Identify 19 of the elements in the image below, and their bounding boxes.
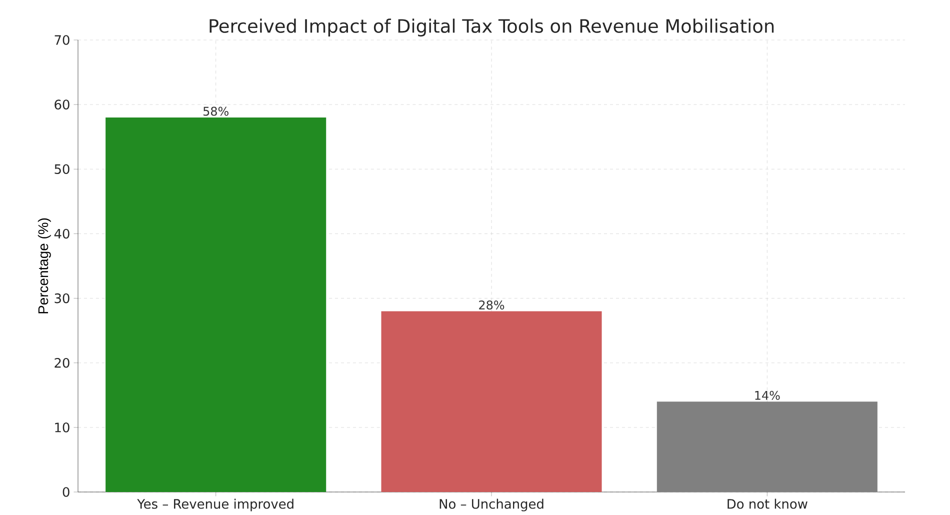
data-label: 58% <box>203 106 228 116</box>
data-label: 14% <box>755 391 780 400</box>
y-tick-label: 50 <box>54 164 70 174</box>
x-tick-label: Do not know <box>728 498 808 509</box>
bar <box>106 118 326 492</box>
x-tick-label: No – Unchanged <box>440 498 544 512</box>
y-tick-label: 30 <box>54 294 70 304</box>
y-tick-label: 40 <box>54 229 70 239</box>
x-tick-label: Yes – Revenue improved <box>137 498 294 512</box>
y-tick-label: 20 <box>54 358 70 368</box>
bar <box>381 311 602 492</box>
y-tick-label: 70 <box>54 35 70 46</box>
y-tick-label: 10 <box>55 422 70 433</box>
y-tick-label: 60 <box>54 100 70 110</box>
data-label: 28% <box>479 300 504 310</box>
bar <box>656 402 878 492</box>
y-tick-label: 0 <box>62 487 70 498</box>
y-axis-title: Percentage (%) <box>38 218 51 314</box>
chart-title: Perceived Impact of Digital Tax Tools on Revenue Mobilisation <box>210 18 774 37</box>
